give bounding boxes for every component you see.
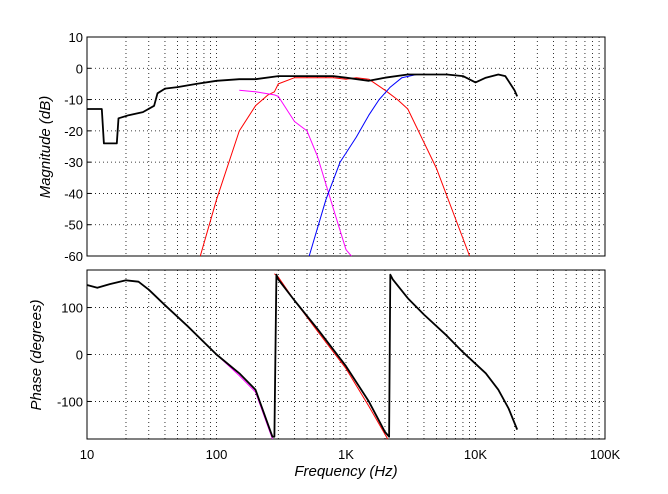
xtick-label: 100 — [206, 447, 228, 462]
magnitude-series-2 — [239, 89, 352, 257]
magnitude-ytick-label: 10 — [69, 30, 83, 45]
phase-grid — [87, 270, 605, 439]
magnitude-series — [87, 73, 519, 257]
phase-ytick-label: -100 — [57, 394, 83, 409]
magnitude-y-ticks: 10 0 -10 -20 -30 -40 -50 -60 — [64, 30, 91, 264]
magnitude-ylabel: Magnitude (dB) — [37, 96, 54, 199]
magnitude-ytick-label: 0 — [76, 61, 83, 76]
frequency-x-ticks: 10 100 1K 10K 100K — [80, 447, 621, 462]
phase-y-ticks: 100 0 -100 — [57, 301, 91, 409]
xtick-label: 10K — [464, 447, 487, 462]
magnitude-ytick-label: -10 — [64, 93, 83, 108]
magnitude-ytick-label: -20 — [64, 124, 83, 139]
phase-ylabel: Phase (degrees) — [28, 300, 45, 411]
magnitude-series-1 — [199, 77, 471, 257]
magnitude-series-3 — [308, 74, 417, 257]
magnitude-ytick-label: -40 — [64, 186, 83, 201]
magnitude-ytick-label: -60 — [64, 249, 83, 264]
xtick-label: 100K — [590, 447, 621, 462]
phase-ytick-label: 100 — [61, 301, 83, 316]
xtick-label: 1K — [338, 447, 354, 462]
magnitude-panel: 10 0 -10 -20 -30 -40 -50 -60 Magnitude (dB) — [37, 30, 606, 264]
magnitude-ytick-label: -30 — [64, 155, 83, 170]
phase-series-0 — [86, 273, 519, 438]
xtick-label: 10 — [80, 447, 94, 462]
phase-series — [86, 273, 519, 440]
frequency-xlabel: Frequency (Hz) — [294, 463, 397, 480]
magnitude-ytick-label: -50 — [64, 218, 83, 233]
phase-ytick-label: 0 — [76, 348, 83, 363]
magnitude-grid — [87, 37, 605, 256]
magnitude-series-0 — [87, 73, 519, 145]
